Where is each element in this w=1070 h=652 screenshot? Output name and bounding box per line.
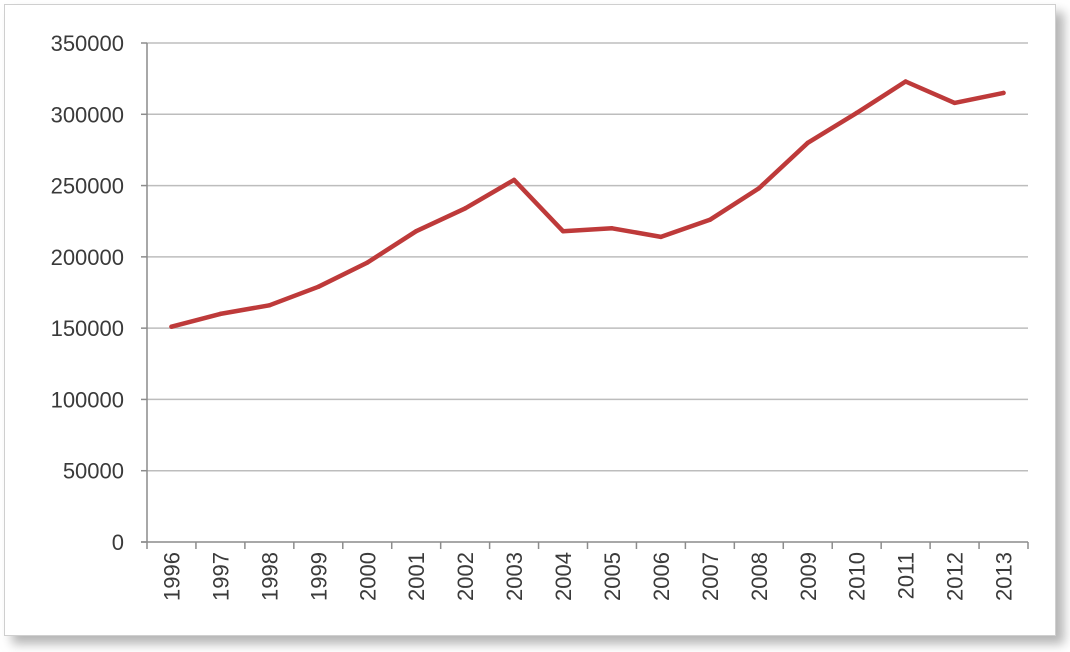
x-tick-label: 1997 (208, 552, 233, 601)
data-point (218, 311, 223, 317)
data-point (267, 303, 272, 308)
x-tick-label: 1996 (159, 552, 184, 601)
chart-frame (4, 4, 1056, 636)
gridlines (147, 42, 1028, 472)
x-tick-label: 2003 (502, 552, 527, 601)
data-point (903, 79, 908, 84)
y-tick-label: 350000 (51, 31, 124, 56)
data-point (413, 228, 419, 234)
data-point (365, 260, 370, 265)
series-layer (169, 79, 1006, 329)
data-point (169, 324, 174, 329)
data-point (756, 186, 762, 191)
x-tick-label: 2008 (747, 552, 772, 601)
x-tick-label: 2013 (992, 552, 1017, 601)
x-tick-label: 1999 (306, 552, 331, 601)
data-point (609, 226, 615, 231)
x-tick-label: 2011 (894, 552, 919, 599)
x-tick-label: 2004 (551, 552, 576, 601)
data-point (1001, 90, 1006, 96)
x-tick-label: 2006 (649, 552, 674, 601)
data-point (658, 234, 664, 240)
x-tick-label: 1998 (257, 552, 282, 601)
y-tick-label: 300000 (51, 102, 124, 127)
y-tick-label: 50000 (63, 459, 124, 484)
data-point (952, 100, 957, 106)
data-point (316, 284, 321, 289)
x-tick-label: 2012 (943, 552, 968, 601)
y-tick-label: 250000 (51, 174, 124, 199)
data-point (560, 228, 566, 234)
data-point (854, 110, 859, 116)
axes (141, 42, 1029, 549)
y-tick-label: 150000 (51, 316, 124, 341)
x-tick-label: 2001 (404, 552, 429, 601)
x-tick-label: 2009 (796, 552, 821, 601)
y-tick-label: 200000 (51, 245, 124, 270)
x-tick-labels: 1996 1997 1998 1999 2000 2001 2002 2003 2004 2005… (159, 552, 1016, 601)
y-tick-labels: 0 50000 100000 150000 200000 250000 300000 3500… (51, 31, 124, 555)
y-tick-label: 100000 (51, 387, 124, 412)
y-tick-label: 0 (112, 530, 124, 555)
x-tick-label: 2002 (453, 552, 478, 601)
x-tick-label: 2005 (600, 552, 625, 601)
x-tick-label: 2010 (845, 552, 870, 601)
series-line (169, 79, 1006, 329)
data-point (707, 217, 713, 222)
x-tick-label: 2000 (355, 552, 380, 601)
data-point (511, 177, 517, 183)
x-tick-label: 2007 (698, 552, 723, 601)
data-point (805, 140, 810, 145)
data-point (462, 206, 468, 211)
